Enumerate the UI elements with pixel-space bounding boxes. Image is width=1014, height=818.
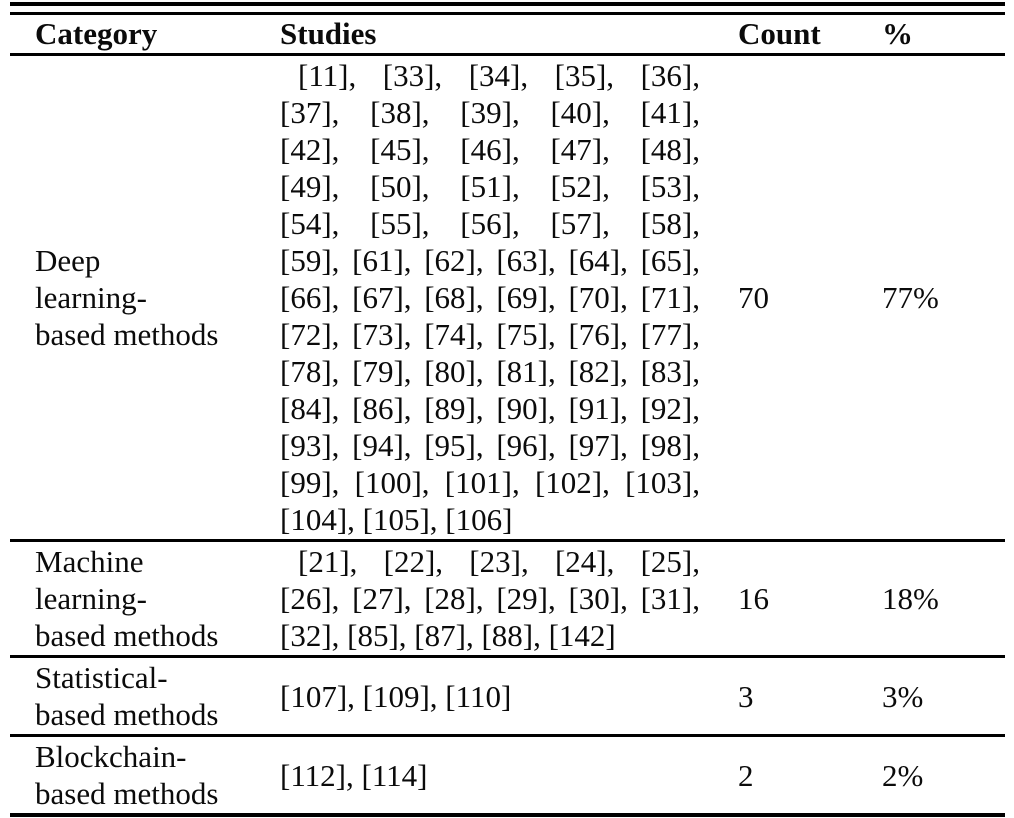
table-row: Blockchain- based methods [112], [114] 2… <box>10 737 1005 813</box>
header-rule <box>10 53 1005 56</box>
table-header-row: Category Studies Count % <box>10 15 1005 53</box>
table-row-wrap: Blockchain- based methods [112], [114] 2… <box>10 737 1005 813</box>
percent-cell: 3% <box>882 678 924 714</box>
table-row-wrap: Machine learning- based methods [21], [2… <box>10 542 1005 658</box>
header-studies: Studies <box>280 16 377 51</box>
category-cell: Blockchain- based methods <box>35 739 219 811</box>
header-category: Category <box>35 16 158 51</box>
studies-line: [84], [86], [89], [90], [91], [92], <box>280 391 700 426</box>
studies-line: [59], [61], [62], [63], [64], [65], <box>280 243 700 278</box>
studies-line: [93], [94], [95], [96], [97], [98], <box>280 428 700 463</box>
category-cell: Statistical- based methods <box>35 660 219 732</box>
table-row: Deep learning- based methods [11], [33],… <box>10 56 1005 539</box>
header-percent: % <box>882 16 913 51</box>
category-cell: Deep learning- based methods <box>35 243 219 352</box>
percent-cell: 2% <box>882 757 924 793</box>
studies-line: [11], [33], [34], [35], [36], <box>298 58 700 93</box>
row-separator <box>10 734 1005 737</box>
table-row-wrap: Deep learning- based methods [11], [33],… <box>10 56 1005 542</box>
table-body: Deep learning- based methods [11], [33],… <box>10 56 1005 813</box>
studies-line: [21], [22], [23], [24], [25], <box>298 544 700 579</box>
category-cell: Machine learning- based methods <box>35 544 219 653</box>
studies-line: [66], [67], [68], [69], [70], [71], <box>280 280 700 315</box>
studies-category-table: Category Studies Count % Deep learning- … <box>10 2 1005 818</box>
studies-cell: [21], [22], [23], [24], [25], [26], [27],… <box>270 543 715 654</box>
row-separator <box>10 539 1005 542</box>
table-row: Statistical- based methods [107], [109],… <box>10 658 1005 734</box>
studies-line: [99], [100], [101], [102], [103], <box>280 465 700 500</box>
count-cell: 70 <box>738 280 769 315</box>
count-cell: 2 <box>738 757 754 793</box>
studies-line: [112], [114] <box>280 757 428 793</box>
top-rule-outer <box>10 2 1005 6</box>
percent-cell: 77% <box>882 280 939 315</box>
count-cell: 3 <box>738 678 754 714</box>
bottom-rule-outer <box>10 813 1005 817</box>
studies-cell: [107], [109], [110] <box>270 678 715 715</box>
count-cell: 16 <box>738 581 769 616</box>
row-separator <box>10 655 1005 658</box>
studies-line: [54], [55], [56], [57], [58], <box>280 206 700 241</box>
studies-line: [49], [50], [51], [52], [53], <box>280 169 700 204</box>
table-row-wrap: Statistical- based methods [107], [109],… <box>10 658 1005 737</box>
table-row: Machine learning- based methods [21], [2… <box>10 542 1005 655</box>
studies-line: [107], [109], [110] <box>280 678 512 714</box>
studies-cell: [11], [33], [34], [35], [36], [37], [38],… <box>270 57 715 538</box>
studies-cell: [112], [114] <box>270 757 715 794</box>
top-rule-inner <box>10 12 1005 15</box>
studies-line: [32], [85], [87], [88], [142] <box>280 618 616 653</box>
percent-cell: 18% <box>882 581 939 616</box>
studies-line: [37], [38], [39], [40], [41], <box>280 95 700 130</box>
studies-line: [26], [27], [28], [29], [30], [31], <box>280 581 700 616</box>
studies-line: [104], [105], [106] <box>280 502 513 537</box>
studies-line: [42], [45], [46], [47], [48], <box>280 132 700 167</box>
studies-line: [72], [73], [74], [75], [76], [77], <box>280 317 700 352</box>
header-count: Count <box>738 16 821 51</box>
studies-line: [78], [79], [80], [81], [82], [83], <box>280 354 700 389</box>
